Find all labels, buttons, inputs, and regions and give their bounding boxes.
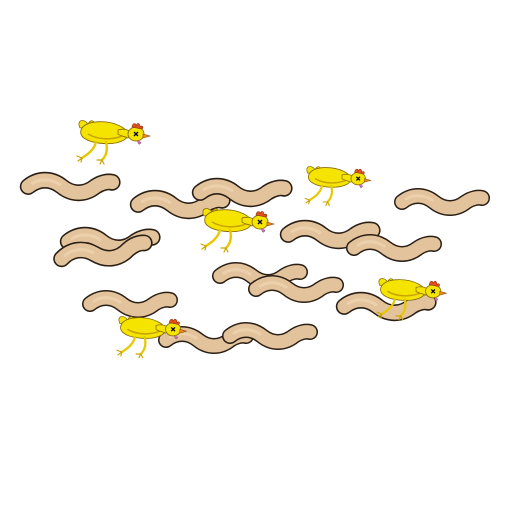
worm-sprite[interactable] bbox=[256, 283, 336, 295]
worms-layer bbox=[28, 180, 482, 346]
worm-sprite[interactable] bbox=[28, 180, 112, 193]
dead-chicken-sprite[interactable] bbox=[304, 165, 372, 207]
dead-chicken-sprite[interactable] bbox=[115, 315, 188, 359]
dead-chicken-sprite[interactable] bbox=[75, 119, 152, 166]
worm-sprite[interactable] bbox=[354, 242, 434, 254]
worm-sprite[interactable] bbox=[90, 298, 170, 310]
worm-sprite[interactable] bbox=[402, 196, 482, 208]
dead-chicken-sprite[interactable] bbox=[199, 207, 276, 254]
worm-sprite[interactable] bbox=[138, 198, 222, 211]
